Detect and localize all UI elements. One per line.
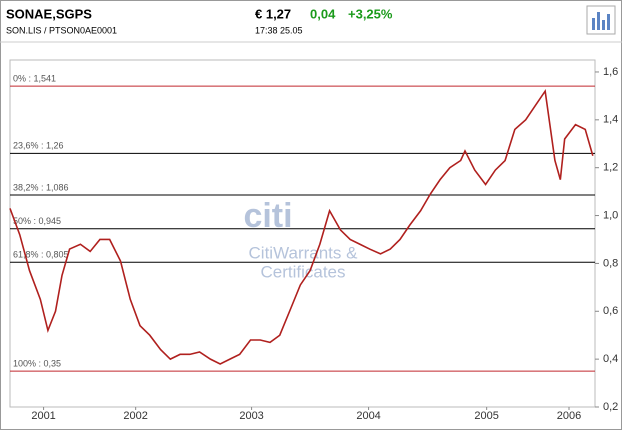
change-pct: +3,25%: [348, 6, 393, 21]
fib-label: 50% : 0,945: [13, 216, 61, 226]
y-tick-label: 1,2: [603, 162, 618, 174]
x-tick-label: 2002: [123, 410, 147, 422]
timestamp: 17:38 25.05: [255, 25, 303, 35]
y-tick-label: 0,6: [603, 305, 618, 317]
plot-area: [9, 59, 596, 408]
x-tick-label: 2004: [356, 410, 380, 422]
fib-label: 100% : 0,35: [13, 358, 61, 368]
chart-icon[interactable]: [586, 5, 616, 35]
fib-label: 61,8% : 0,805: [13, 250, 69, 260]
fib-label: 23,6% : 1,26: [13, 141, 64, 151]
watermark-line: CitiWarrants &: [249, 243, 359, 262]
fib-label: 38,2% : 1,086: [13, 182, 69, 192]
y-tick-label: 0,2: [603, 401, 618, 413]
y-tick-label: 1,4: [603, 114, 618, 126]
stock-name: SONAE,SGPS: [6, 6, 92, 21]
y-tick-label: 0,8: [603, 257, 618, 269]
price: € 1,27: [255, 6, 291, 21]
y-tick-label: 1,6: [603, 66, 618, 78]
fib-label: 0% : 1,541: [13, 73, 56, 83]
x-tick-label: 2001: [31, 410, 55, 422]
y-tick-label: 0,4: [603, 353, 618, 365]
watermark-line: Certificates: [260, 262, 345, 281]
change: 0,04: [310, 6, 336, 21]
x-tick-label: 2006: [557, 410, 581, 422]
stock-id: SON.LIS / PTSON0AE0001: [6, 25, 117, 35]
x-tick-label: 2005: [474, 410, 498, 422]
watermark-logo: citi: [243, 197, 292, 235]
price-line: [9, 88, 594, 365]
y-tick-label: 1,0: [603, 209, 618, 221]
x-tick-label: 2003: [239, 410, 263, 422]
